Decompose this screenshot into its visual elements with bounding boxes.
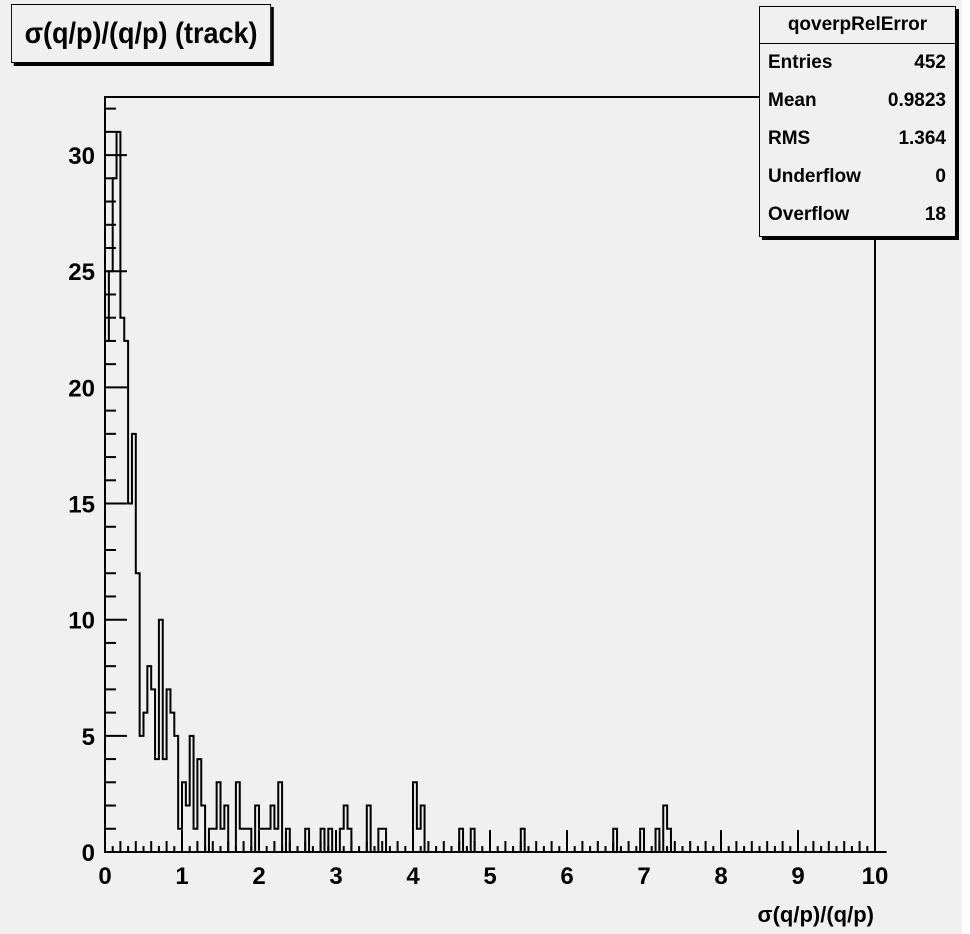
stats-value: 18 <box>924 204 946 225</box>
canvas-edge <box>962 0 970 934</box>
x-tick-label: 2 <box>252 863 265 890</box>
x-tick-label: 8 <box>714 863 727 890</box>
stats-row-mean: Mean 0.9823 <box>760 82 955 120</box>
x-tick-label: 7 <box>637 863 650 890</box>
x-tick-label: 9 <box>791 863 804 890</box>
plot-frame <box>104 96 876 853</box>
stats-label: Underflow <box>768 166 861 187</box>
x-tick-label: 4 <box>406 863 420 890</box>
stats-row-entries: Entries 452 <box>760 44 955 82</box>
histogram-title: σ(q/p)/(q/p) (track) <box>24 16 258 50</box>
y-tick-label: 25 <box>68 259 95 286</box>
histogram-series <box>104 130 887 853</box>
x-tick-label: 10 <box>862 863 889 890</box>
y-tick-label: 20 <box>68 375 95 402</box>
stats-label: RMS <box>768 128 811 149</box>
x-tick-label: 0 <box>98 863 111 890</box>
stats-label: Mean <box>768 90 817 111</box>
x-axis-title: σ(q/p)/(q/p) <box>758 902 874 927</box>
x-tick-label: 1 <box>175 863 188 890</box>
y-tick-label: 15 <box>68 492 95 519</box>
y-tick-label: 30 <box>68 143 95 170</box>
stats-title: qoverpRelError <box>760 7 955 44</box>
x-tick-label: 6 <box>560 863 573 890</box>
stats-value: 1.364 <box>898 128 946 149</box>
stats-row-overflow: Overflow 18 <box>760 196 955 234</box>
axes: 0 1 2 3 4 5 6 7 8 9 10 0 5 10 15 20 25 30 <box>68 107 889 890</box>
x-tick-label: 3 <box>329 863 342 890</box>
y-tick-label: 5 <box>82 724 95 751</box>
stats-value: 0 <box>935 166 946 187</box>
stats-box: qoverpRelError Entries 452 Mean 0.9823 R… <box>759 6 956 237</box>
stats-label: Entries <box>768 52 833 73</box>
stats-row-rms: RMS 1.364 <box>760 120 955 158</box>
histogram-title-box: σ(q/p)/(q/p) (track) <box>11 4 272 63</box>
y-tick-label: 0 <box>82 840 95 867</box>
y-tick-label: 10 <box>68 608 95 635</box>
stats-row-underflow: Underflow 0 <box>760 158 955 196</box>
stats-value: 452 <box>914 52 946 73</box>
stats-value: 0.9823 <box>887 90 946 111</box>
stats-label: Overflow <box>768 204 850 225</box>
x-tick-label: 5 <box>483 863 496 890</box>
